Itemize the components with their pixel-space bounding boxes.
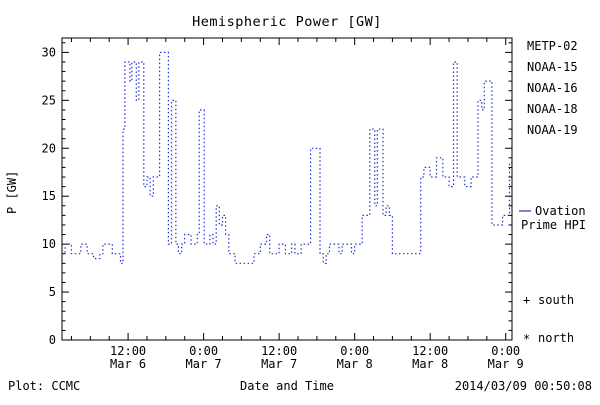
tick-label: 0:00 xyxy=(340,344,369,358)
hpi-series-line xyxy=(62,51,512,264)
legend-south-marker: + xyxy=(523,293,530,307)
footer-timestamp: 2014/03/09 00:50:08 xyxy=(455,379,592,393)
tick-label: 0:00 xyxy=(491,344,520,358)
legend-item-noaa18: NOAA-18 xyxy=(527,102,578,116)
tick-label: 15 xyxy=(42,189,56,203)
x-axis-title: Date and Time xyxy=(240,379,334,393)
tick-label: 5 xyxy=(49,285,56,299)
legend-item-noaa19: NOAA-19 xyxy=(527,123,578,137)
tick-label: 20 xyxy=(42,141,56,155)
y-axis-label: P [GW] xyxy=(5,171,19,214)
tick-label: 12:00 xyxy=(110,344,146,358)
tick-label: 0:00 xyxy=(189,344,218,358)
tick-label: 12:00 xyxy=(261,344,297,358)
tick-label: 12:00 xyxy=(412,344,448,358)
tick-label: 30 xyxy=(42,45,56,59)
legend-north-marker: * xyxy=(523,332,530,346)
tick-label: 10 xyxy=(42,237,56,251)
tick-label: Mar 6 xyxy=(110,357,146,371)
tick-label: 25 xyxy=(42,93,56,107)
legend-hpi-label-line1: Ovation xyxy=(535,204,586,218)
plot-border xyxy=(61,37,513,341)
legend-south-label: south xyxy=(538,293,574,307)
legend-item-noaa15: NOAA-15 xyxy=(527,60,578,74)
legend-item-metp02: METP-02 xyxy=(527,39,578,53)
tick-label: Mar 7 xyxy=(186,357,222,371)
legend-item-noaa16: NOAA-16 xyxy=(527,81,578,95)
axis-ticks xyxy=(62,38,512,341)
legend-north-label: north xyxy=(538,331,574,345)
footer-plot-source: Plot: CCMC xyxy=(8,379,80,393)
chart-title: Hemispheric Power [GW] xyxy=(192,14,382,30)
legend-hpi-label-line2: Prime HPI xyxy=(521,218,586,232)
tick-label: Mar 7 xyxy=(261,357,297,371)
y-tick-labels: 0 5 10 15 20 25 30 xyxy=(42,45,56,347)
tick-label: Mar 9 xyxy=(488,357,524,371)
tick-label: Mar 8 xyxy=(337,357,373,371)
tick-label: 0 xyxy=(49,333,56,347)
tick-label: Mar 8 xyxy=(412,357,448,371)
